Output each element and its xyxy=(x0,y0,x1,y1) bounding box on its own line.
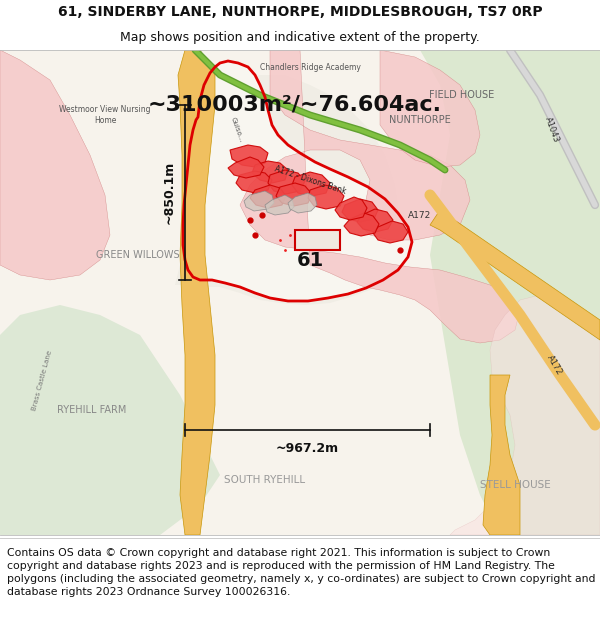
Polygon shape xyxy=(260,190,295,217)
Polygon shape xyxy=(483,375,520,535)
Text: Contains OS data © Crown copyright and database right 2021. This information is : Contains OS data © Crown copyright and d… xyxy=(7,548,596,598)
Polygon shape xyxy=(236,171,272,193)
Text: 61, SINDERBY LANE, NUNTHORPE, MIDDLESBROUGH, TS7 0RP: 61, SINDERBY LANE, NUNTHORPE, MIDDLESBRO… xyxy=(58,6,542,19)
Text: A1043: A1043 xyxy=(543,116,561,144)
Text: RYEHILL FARM: RYEHILL FARM xyxy=(58,405,127,415)
Polygon shape xyxy=(380,50,480,167)
Polygon shape xyxy=(335,197,367,220)
Text: GREEN WILLOWS: GREEN WILLOWS xyxy=(96,250,180,260)
Text: Chandlers Ridge Academy: Chandlers Ridge Academy xyxy=(260,62,361,71)
Polygon shape xyxy=(420,50,600,535)
Polygon shape xyxy=(276,183,312,206)
Polygon shape xyxy=(252,161,288,183)
Polygon shape xyxy=(344,213,379,236)
Text: ~850.1m: ~850.1m xyxy=(163,161,176,224)
Text: Westmoor View Nursing
Home: Westmoor View Nursing Home xyxy=(59,105,151,125)
Polygon shape xyxy=(308,185,344,209)
Polygon shape xyxy=(373,221,408,243)
Polygon shape xyxy=(244,191,274,211)
Polygon shape xyxy=(357,209,393,232)
Polygon shape xyxy=(230,145,268,167)
Polygon shape xyxy=(0,305,220,535)
Polygon shape xyxy=(240,50,520,343)
Text: A172 - Dixons Bank: A172 - Dixons Bank xyxy=(273,164,347,196)
Text: Brass Castle Lane: Brass Castle Lane xyxy=(31,349,53,411)
Polygon shape xyxy=(342,199,378,222)
Polygon shape xyxy=(183,61,412,301)
Polygon shape xyxy=(295,230,340,250)
Polygon shape xyxy=(265,195,294,215)
Text: FIELD HOUSE: FIELD HOUSE xyxy=(430,90,494,100)
Polygon shape xyxy=(178,50,215,535)
Text: SOUTH RYEHILL: SOUTH RYEHILL xyxy=(224,475,305,485)
Polygon shape xyxy=(430,210,600,340)
Polygon shape xyxy=(228,157,264,178)
Polygon shape xyxy=(450,295,600,535)
Polygon shape xyxy=(268,170,305,194)
Text: A172: A172 xyxy=(409,211,431,219)
Polygon shape xyxy=(292,172,330,196)
Text: Map shows position and indicative extent of the property.: Map shows position and indicative extent… xyxy=(120,31,480,44)
Polygon shape xyxy=(0,50,110,280)
Text: STELL HOUSE: STELL HOUSE xyxy=(479,480,550,490)
Text: ~310003m²/~76.604ac.: ~310003m²/~76.604ac. xyxy=(148,95,442,115)
Text: Guiso...: Guiso... xyxy=(230,117,244,143)
Text: 61: 61 xyxy=(296,251,323,269)
Polygon shape xyxy=(250,185,286,208)
Polygon shape xyxy=(288,193,317,213)
Text: ~967.2m: ~967.2m xyxy=(276,441,339,454)
Polygon shape xyxy=(175,75,400,305)
Text: NUNTHORPE: NUNTHORPE xyxy=(389,115,451,125)
Text: A172: A172 xyxy=(545,353,565,377)
